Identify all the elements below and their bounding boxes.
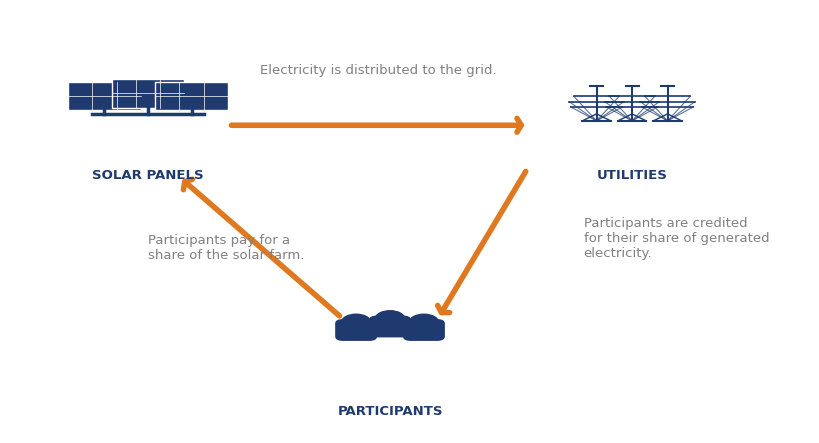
FancyBboxPatch shape [155, 82, 228, 110]
Circle shape [409, 314, 438, 330]
FancyBboxPatch shape [369, 315, 410, 338]
Text: UTILITIES: UTILITIES [596, 169, 667, 182]
Text: SOLAR PANELS: SOLAR PANELS [92, 169, 204, 182]
Circle shape [375, 311, 404, 326]
FancyBboxPatch shape [335, 319, 377, 341]
Text: Participants pay for a
share of the solar farm.: Participants pay for a share of the sola… [147, 234, 304, 262]
FancyBboxPatch shape [402, 319, 445, 341]
Circle shape [342, 314, 370, 330]
Text: Electricity is distributed to the grid.: Electricity is distributed to the grid. [260, 64, 495, 77]
FancyBboxPatch shape [68, 82, 141, 110]
Text: Participants are credited
for their share of generated
electricity.: Participants are credited for their shar… [583, 218, 768, 260]
FancyBboxPatch shape [111, 79, 184, 108]
Text: PARTICIPANTS: PARTICIPANTS [337, 405, 442, 418]
